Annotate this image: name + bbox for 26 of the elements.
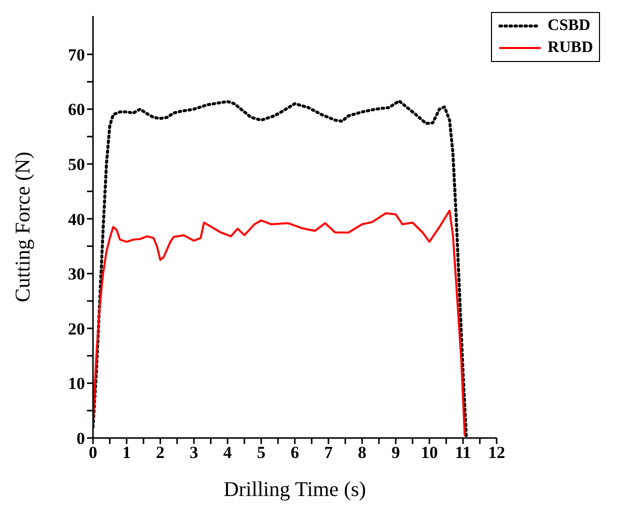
x-tick-label: 8 [358,443,366,462]
x-tick-label: 5 [256,443,266,462]
y-tick-label: 50 [68,155,85,174]
x-tick-label: 7 [324,443,334,462]
y-tick-label: 20 [68,319,85,338]
x-axis-title: Drilling Time (s) [224,477,366,501]
y-tick-label: 40 [68,210,85,229]
x-tick-label: 1 [122,443,131,462]
x-tick-label: 6 [290,443,300,462]
x-tick-label: 12 [488,443,506,462]
x-tick-label: 4 [223,443,232,462]
y-tick-label: 70 [68,45,85,64]
y-tick-label: 0 [76,429,85,448]
y-tick-label: 30 [68,264,85,284]
y-axis-title: Cutting Force (N) [10,152,34,302]
x-tick-label: 3 [190,443,198,462]
x-tick-label: 2 [156,443,165,462]
legend-label: RUBD [548,38,593,58]
y-tick-label: 10 [68,374,85,394]
x-tick-label: 0 [88,443,98,462]
y-tick-label: 60 [68,100,85,120]
x-tick-label: 10 [420,443,438,462]
line-series [93,210,466,436]
x-tick-label: 11 [454,443,472,462]
legend-label: CSBD [548,16,590,36]
x-tick-label: 9 [391,443,400,462]
